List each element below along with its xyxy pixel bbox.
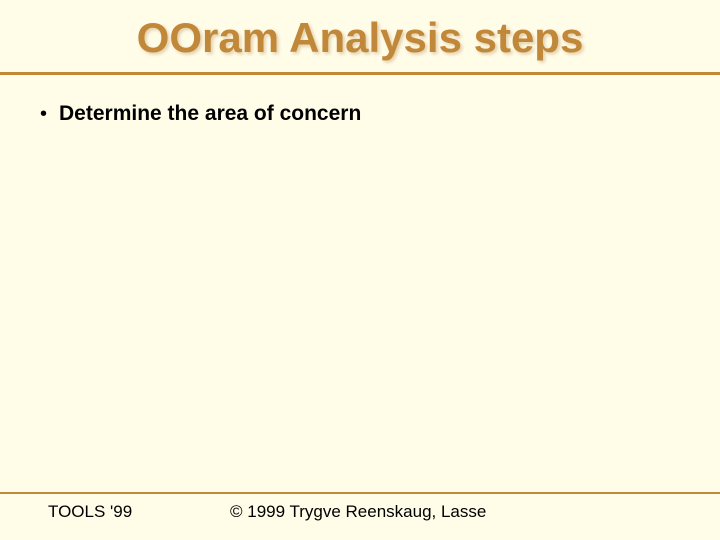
slide-content: • Determine the area of concern	[0, 75, 720, 127]
slide-title: OOram Analysis steps	[0, 0, 720, 72]
slide-container: OOram Analysis steps • Determine the are…	[0, 0, 720, 540]
footer-left-text: TOOLS '99	[0, 502, 220, 522]
slide-footer: TOOLS '99 © 1999 Trygve Reenskaug, Lasse	[0, 494, 720, 540]
bullet-marker: •	[40, 101, 47, 127]
footer-right-text: © 1999 Trygve Reenskaug, Lasse	[220, 502, 486, 522]
bullet-text: Determine the area of concern	[59, 101, 361, 127]
bullet-item: • Determine the area of concern	[40, 101, 680, 127]
